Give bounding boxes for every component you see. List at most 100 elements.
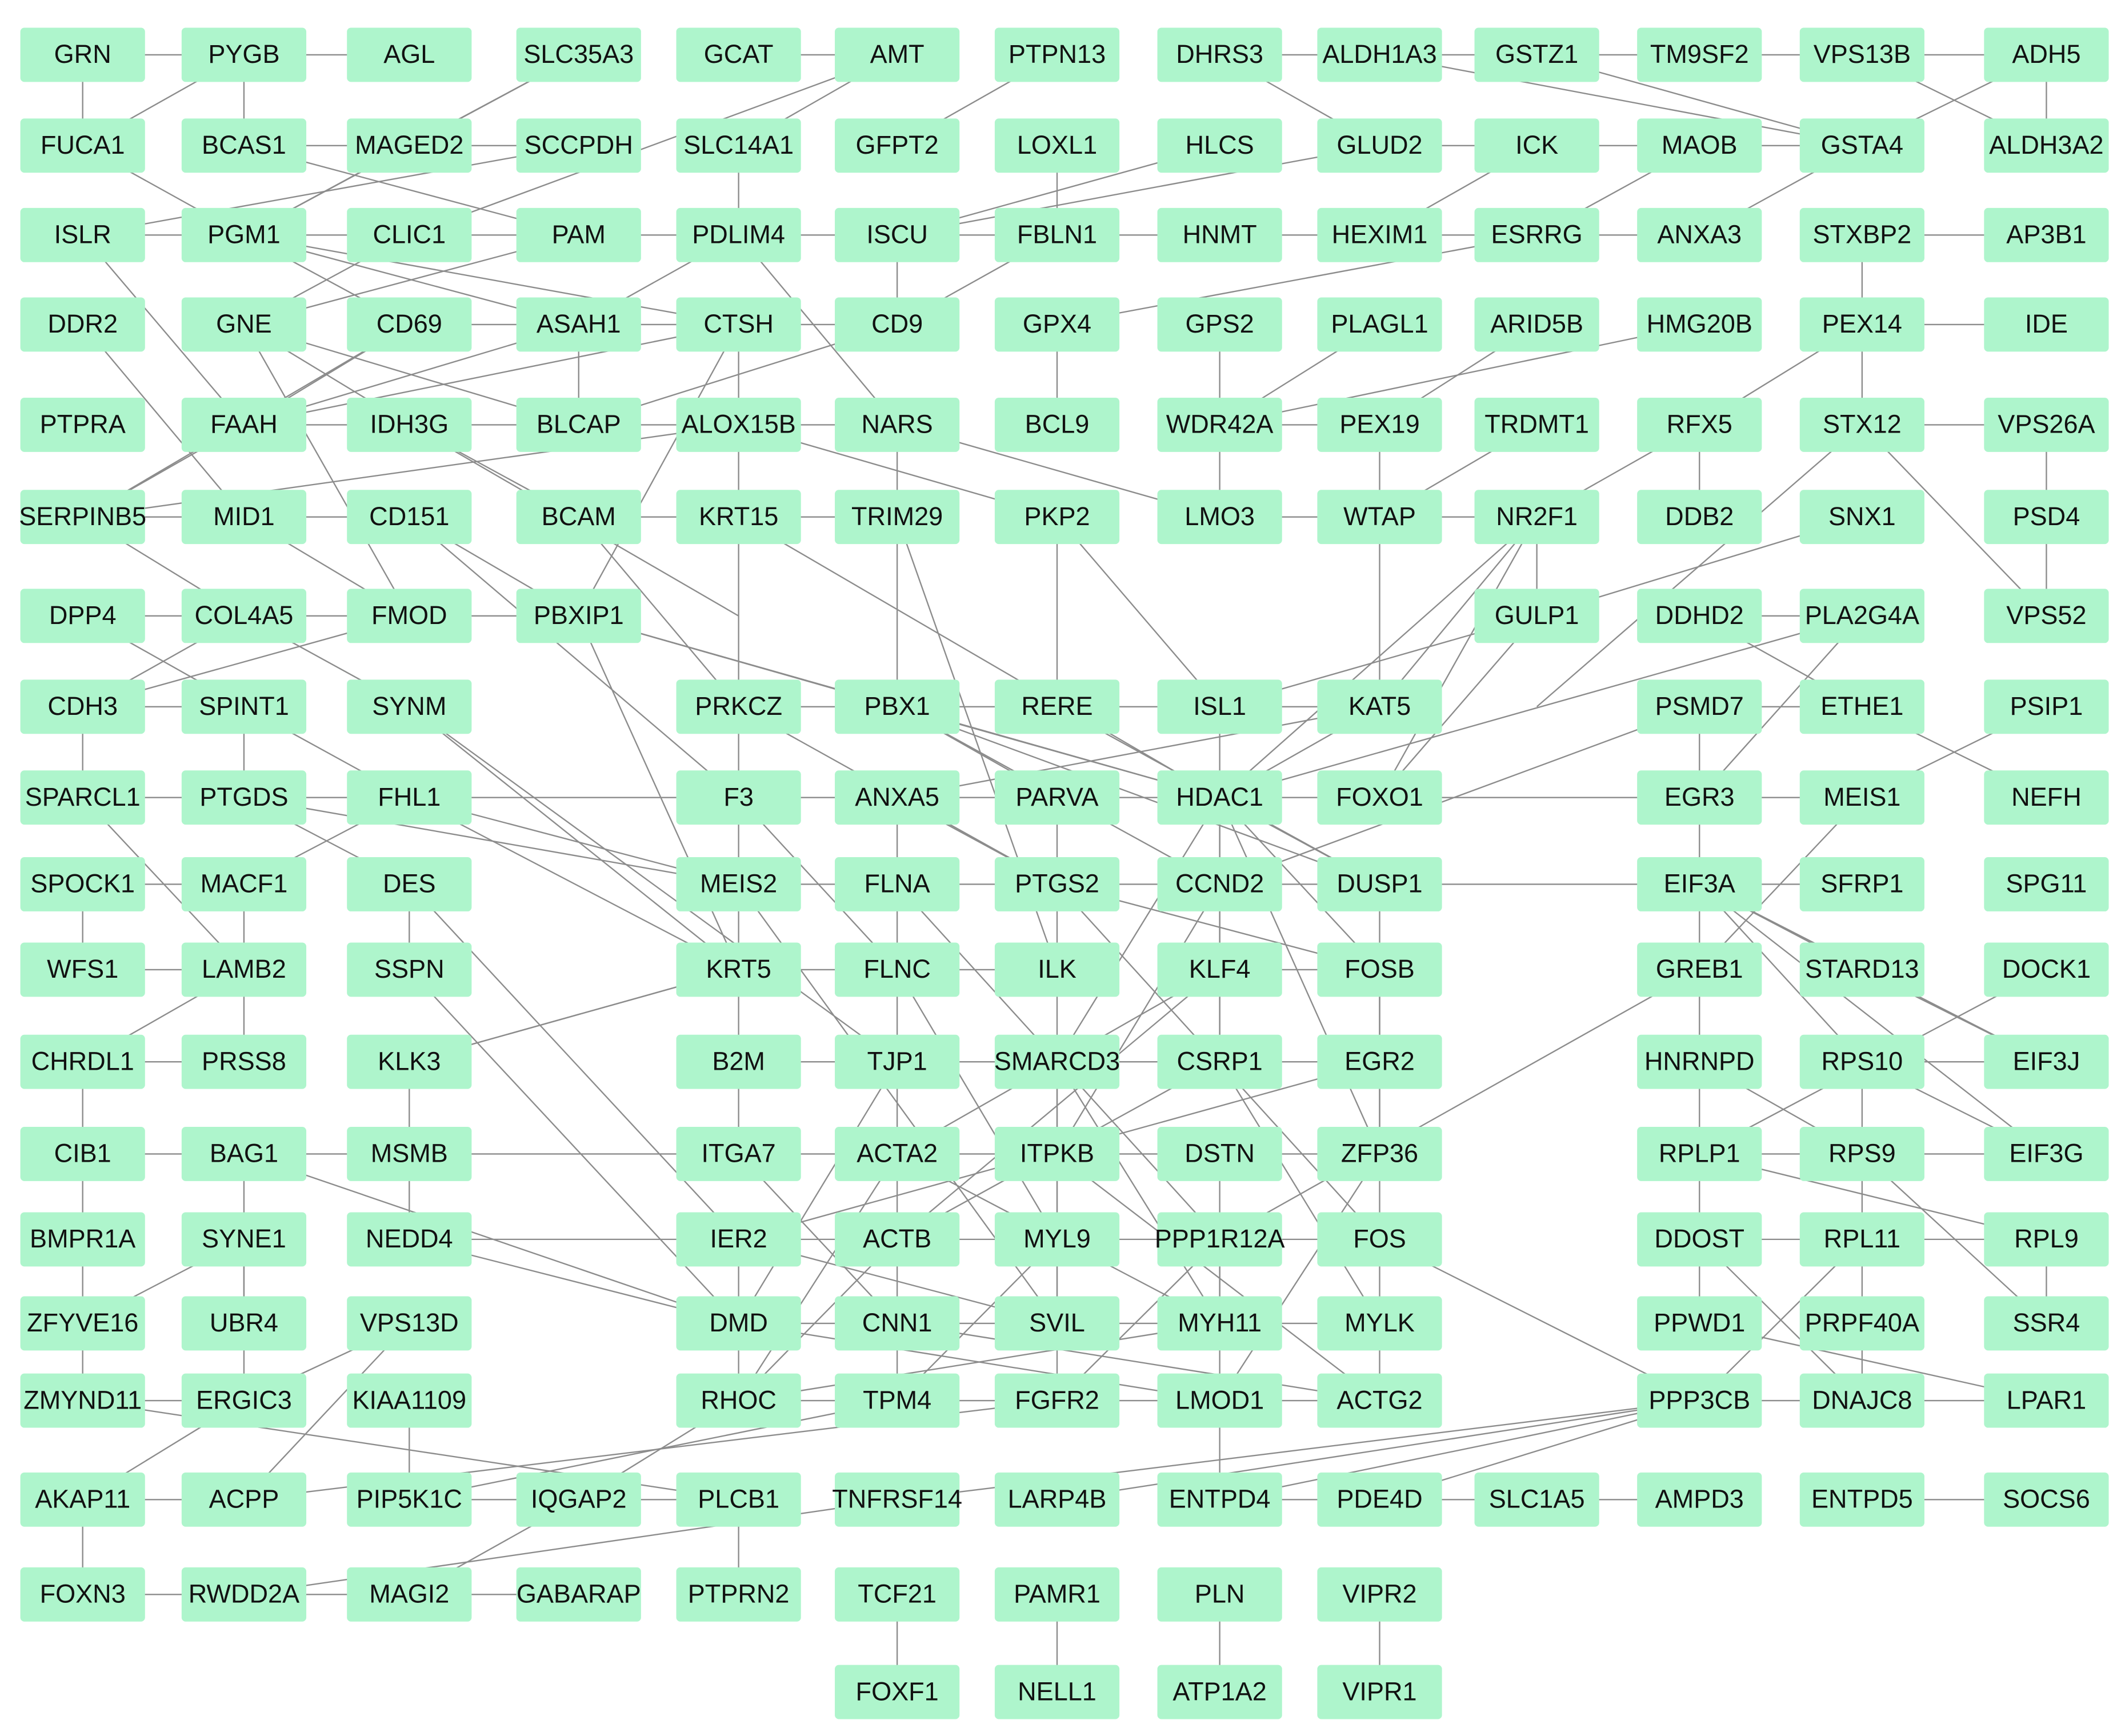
node: SLC14A1 [676,118,801,173]
edge [738,1322,1220,1402]
node-label: FHL1 [378,782,441,811]
node: AP3B1 [1984,207,2109,262]
node-label: PYGB [208,39,279,69]
node: CCND2 [1157,857,1282,911]
node-label: CD151 [369,502,449,531]
node-label: AMT [870,39,925,69]
node-label: ANXA5 [855,782,939,811]
node-label: PSD4 [2013,502,2080,531]
node: ISL1 [1157,679,1282,734]
node-label: PPP1R12A [1155,1224,1285,1253]
node: PRPF40A [1799,1296,1924,1351]
node-box [347,27,472,82]
node-label: SMARCD3 [994,1046,1120,1075]
node-box [20,770,145,825]
node-label: HMG20B [1647,309,1752,338]
node-box [1317,857,1442,911]
node: LAMB2 [181,942,307,997]
node: TPM4 [835,1373,960,1428]
node-box [347,207,472,262]
node-label: SPARCL1 [25,782,141,811]
node: RPS9 [1799,1127,1924,1181]
node: PDLIM4 [676,207,801,262]
node: PTPRN2 [676,1567,801,1622]
edge [1379,517,1538,798]
node-label: GFPT2 [856,130,939,159]
node-box [994,490,1120,545]
node-label: GCAT [704,39,774,69]
node-label: RWDD2A [189,1579,299,1609]
node-label: PKP2 [1024,502,1090,531]
node-box [1984,490,2109,545]
node-box [1637,1373,1762,1428]
node: COL4A5 [181,589,307,643]
node: ETHE1 [1799,679,1924,734]
node-box [1317,770,1442,825]
edge [243,324,410,617]
node-box [1637,490,1762,545]
node: RPL9 [1984,1212,2109,1267]
node: NEFH [1984,770,2109,825]
node-box [994,118,1120,173]
node-box [994,1472,1120,1527]
node: GPS2 [1157,297,1282,352]
node-label: STXBP2 [1812,220,1911,249]
node: ATP1A2 [1157,1665,1282,1719]
node: IDE [1984,297,2109,352]
node-label: DHRS3 [1176,39,1263,69]
node-box [1317,1127,1442,1181]
node-box [835,1127,960,1181]
node: CIB1 [20,1127,145,1181]
node: PTPN13 [994,27,1120,82]
node-label: FUCA1 [41,130,125,159]
node: VIPR1 [1317,1665,1442,1719]
node-box [835,1212,960,1267]
node-box [1799,857,1924,911]
node-box [347,1034,472,1089]
node-box [20,857,145,911]
node-label: RHOC [701,1385,777,1414]
node-box [1157,1296,1282,1351]
node: RPL11 [1799,1212,1924,1267]
edge [897,706,1380,885]
node-box [1317,1296,1442,1351]
node-box [1637,1127,1762,1181]
node: PIP5K1C [347,1472,472,1527]
node-box [1799,27,1924,82]
node: CSRP1 [1157,1034,1282,1089]
node-box [181,27,307,82]
node: BCL9 [994,397,1120,452]
node-box [1984,27,2109,82]
node: TRIM29 [835,490,960,545]
node-label: PTGDS [199,782,288,811]
node-box [1984,857,2109,911]
node: FOXN3 [20,1567,145,1622]
node: CLIC1 [347,207,472,262]
node: PSMD7 [1637,679,1762,734]
node-label: ARID5B [1490,309,1583,338]
node: CHRDL1 [20,1034,145,1089]
node: ANXA3 [1637,207,1762,262]
node-label: IQGAP2 [531,1485,627,1514]
node: VPS26A [1984,397,2109,452]
node-box [1984,679,2109,734]
node-label: MEIS1 [1823,782,1900,811]
node: FGFR2 [994,1373,1120,1428]
node: F3 [676,770,801,825]
node: SPARCL1 [20,770,145,825]
node-label: SVIL [1029,1308,1085,1337]
edge [578,324,739,617]
node: DDR2 [20,297,145,352]
node: DUSP1 [1317,857,1442,911]
node: HMG20B [1637,297,1762,352]
node-box [1984,770,2109,825]
node: PRKCZ [676,679,801,734]
edge [1056,883,1220,1155]
node-box [20,1034,145,1089]
node-label: DNAJC8 [1812,1385,1912,1414]
node-label: DDHD2 [1655,601,1744,630]
node-label: ZFP36 [1341,1139,1418,1168]
node: LARP4B [994,1472,1120,1527]
node: ANXA5 [835,770,960,825]
node-label: VIPR2 [1342,1579,1416,1609]
